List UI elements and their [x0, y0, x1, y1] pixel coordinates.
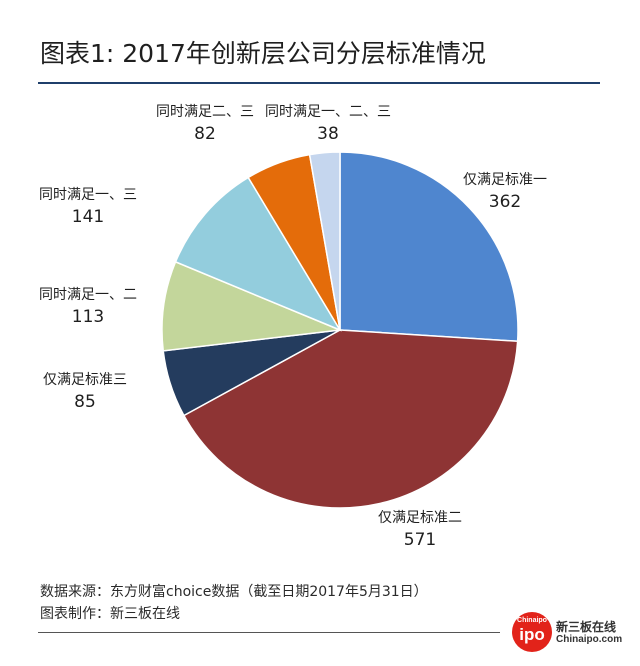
slice-label-4: 同时满足一、二 113 — [39, 285, 137, 329]
slice-name-3: 仅满足标准三 — [43, 372, 127, 388]
slice-value-2: 571 — [403, 530, 437, 550]
logo-name-en: Chinaipo.com — [556, 634, 623, 645]
chart-producer-note: 图表制作：新三板在线 — [40, 606, 180, 622]
pie-slice-4 — [161, 260, 343, 352]
slice-label-3: 仅满足标准三 85 — [43, 370, 127, 414]
slice-label-5: 同时满足一、三 141 — [39, 185, 137, 229]
chart-notes: 数据来源：东方财富choice数据（截至日期2017年5月31日） 图表制作：新… — [40, 581, 428, 625]
slice-value-6: 82 — [194, 124, 216, 144]
pie-slice-7 — [308, 151, 341, 331]
pie-slice-5 — [174, 176, 342, 332]
pie-slice-2 — [182, 329, 519, 509]
slice-label-2: 仅满足标准二 571 — [378, 508, 462, 552]
slice-value-7: 38 — [317, 124, 339, 144]
slice-name-6: 同时满足二、三 — [156, 104, 254, 120]
brand-logo: Chinaipo ipo 新三板在线 Chinaipo.com — [512, 612, 622, 656]
pie-slice-1 — [339, 151, 519, 343]
slice-label-1: 仅满足标准一 362 — [463, 170, 547, 214]
data-source-note: 数据来源：东方财富choice数据（截至日期2017年5月31日） — [40, 584, 428, 600]
footer-divider — [38, 632, 500, 633]
slice-value-5: 141 — [71, 207, 105, 227]
slice-name-5: 同时满足一、三 — [39, 187, 137, 203]
slice-name-2: 仅满足标准二 — [378, 510, 462, 526]
slice-value-4: 113 — [71, 307, 105, 327]
logo-badge-small-text: Chinaipo — [517, 617, 547, 624]
slice-label-7: 同时满足一、二、三 38 — [265, 102, 391, 146]
logo-badge-icon: Chinaipo ipo — [512, 612, 552, 652]
slice-label-6: 同时满足二、三 82 — [156, 102, 254, 146]
logo-badge-big-text: ipo — [519, 625, 545, 644]
slice-value-3: 85 — [74, 392, 96, 412]
slice-value-1: 362 — [488, 192, 522, 212]
logo-name-cn: 新三板在线 — [556, 620, 617, 634]
slice-name-4: 同时满足一、二 — [39, 287, 137, 303]
slice-name-7: 同时满足一、二、三 — [265, 104, 391, 120]
title-divider — [38, 82, 600, 84]
slice-name-1: 仅满足标准一 — [463, 172, 547, 188]
chart-title: 图表1: 2017年创新层公司分层标准情况 — [40, 39, 486, 68]
